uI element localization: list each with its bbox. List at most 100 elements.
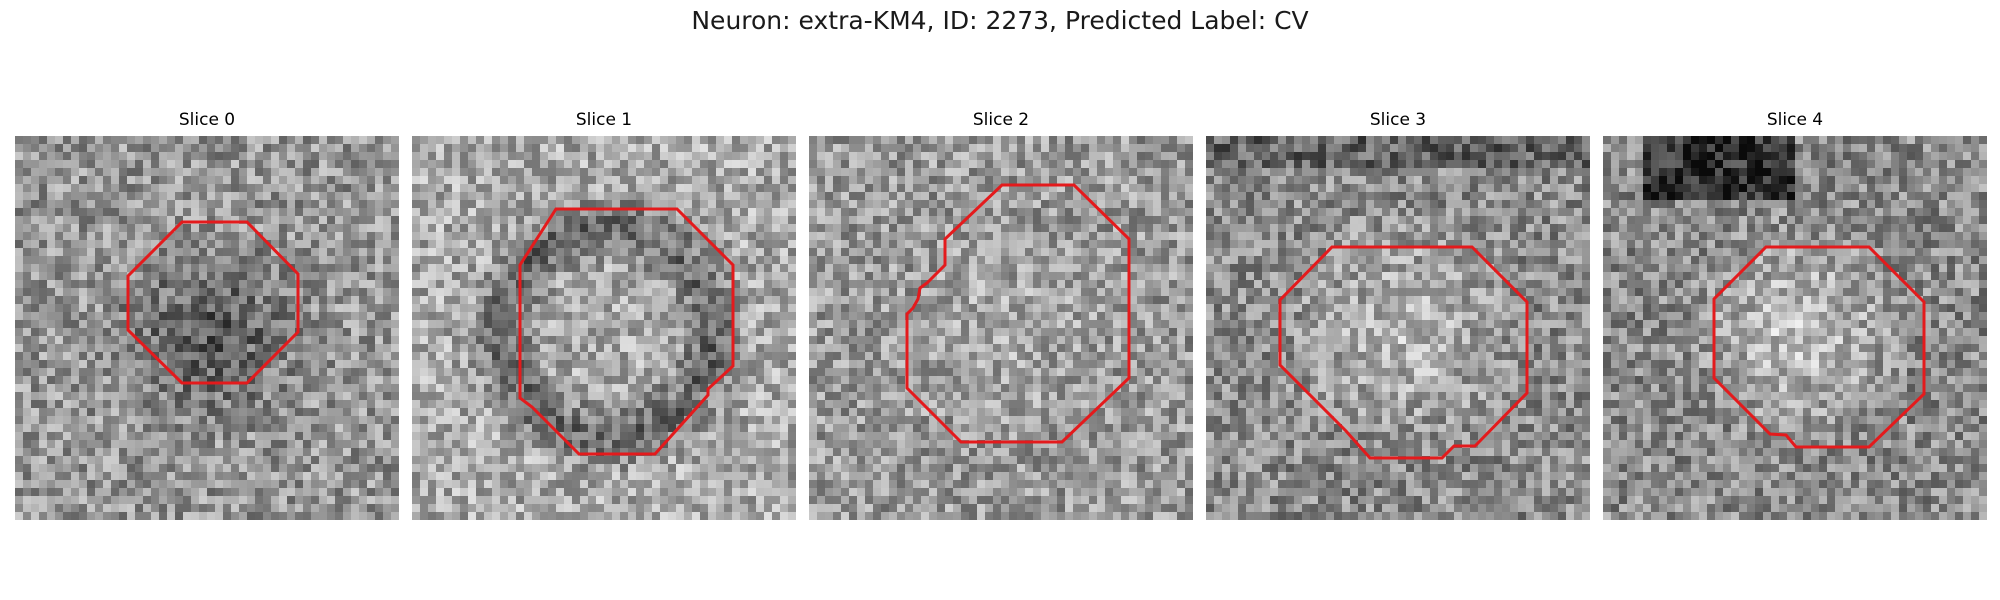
pixel: [508, 472, 517, 481]
pixel: [748, 352, 757, 361]
pixel: [327, 288, 336, 297]
pixel: [167, 288, 176, 297]
pixel: [676, 464, 685, 473]
pixel: [460, 360, 469, 369]
pixel: [247, 448, 256, 457]
pixel: [391, 256, 399, 265]
pixel: [684, 328, 693, 337]
pixel: [127, 256, 136, 265]
pixel: [412, 312, 421, 321]
pixel: [716, 456, 725, 465]
pixel: [556, 512, 565, 520]
pixel: [23, 264, 32, 273]
pixel: [452, 312, 461, 321]
pixel: [351, 456, 360, 465]
pixel: [287, 384, 296, 393]
pixel: [63, 184, 72, 193]
pixel: [732, 192, 741, 201]
pixel: [215, 400, 224, 409]
pixel: [732, 440, 741, 449]
pixel: [636, 464, 645, 473]
pixel: [55, 400, 64, 409]
pixel: [383, 160, 392, 169]
pixel: [660, 328, 669, 337]
pixel: [556, 224, 565, 233]
pixel: [319, 136, 328, 145]
pixel: [143, 272, 152, 281]
pixel: [604, 216, 613, 225]
pixel: [383, 424, 392, 433]
pixel: [748, 416, 757, 425]
pixel: [295, 448, 304, 457]
pixel: [548, 376, 557, 385]
pixel: [79, 176, 88, 185]
pixel: [191, 296, 200, 305]
pixel: [103, 184, 112, 193]
pixel: [580, 256, 589, 265]
pixel: [1129, 152, 1138, 161]
pixel: [335, 184, 344, 193]
pixel: [111, 304, 120, 313]
pixel: [15, 272, 24, 281]
pixel: [676, 192, 685, 201]
pixel: [31, 432, 40, 441]
pixel: [668, 392, 677, 401]
pixel: [668, 296, 677, 305]
pixel: [271, 304, 280, 313]
pixel: [295, 432, 304, 441]
pixel: [1001, 144, 1010, 153]
pixel: [255, 288, 264, 297]
pixel: [335, 408, 344, 417]
pixel: [524, 184, 533, 193]
pixel: [367, 240, 376, 249]
pixel: [748, 232, 757, 241]
pixel: [359, 464, 368, 473]
pixel: [183, 248, 192, 257]
pixel: [103, 464, 112, 473]
pixel: [676, 296, 685, 305]
pixel: [239, 248, 248, 257]
pixel: [644, 304, 653, 313]
pixel: [476, 272, 485, 281]
pixel: [412, 232, 421, 241]
pixel: [71, 440, 80, 449]
pixel: [207, 312, 216, 321]
pixel: [684, 336, 693, 345]
pixel: [191, 320, 200, 329]
pixel: [303, 464, 312, 473]
pixel: [756, 392, 765, 401]
pixel: [452, 392, 461, 401]
pixel: [143, 504, 152, 513]
pixel: [660, 208, 669, 217]
pixel: [572, 296, 581, 305]
pixel: [119, 256, 128, 265]
pixel: [375, 408, 384, 417]
pixel: [676, 272, 685, 281]
pixel: [223, 248, 232, 257]
pixel: [969, 192, 978, 201]
pixel: [31, 232, 40, 241]
pixel: [303, 224, 312, 233]
pixel: [548, 328, 557, 337]
pixel: [788, 232, 796, 241]
pixel: [143, 168, 152, 177]
pixel: [87, 344, 96, 353]
pixel: [620, 168, 629, 177]
pixel: [572, 288, 581, 297]
pixel: [652, 352, 661, 361]
pixel: [937, 176, 946, 185]
pixel: [476, 160, 485, 169]
pixel: [993, 176, 1002, 185]
pixel: [15, 424, 24, 433]
pixel: [39, 288, 48, 297]
pixel: [63, 432, 72, 441]
pixel: [484, 384, 493, 393]
pixel: [271, 480, 280, 489]
pixel: [1033, 152, 1042, 161]
pixel: [175, 208, 184, 217]
pixel: [47, 296, 56, 305]
pixel: [15, 288, 24, 297]
pixel: [311, 248, 320, 257]
pixel: [564, 184, 573, 193]
pixel: [612, 392, 621, 401]
